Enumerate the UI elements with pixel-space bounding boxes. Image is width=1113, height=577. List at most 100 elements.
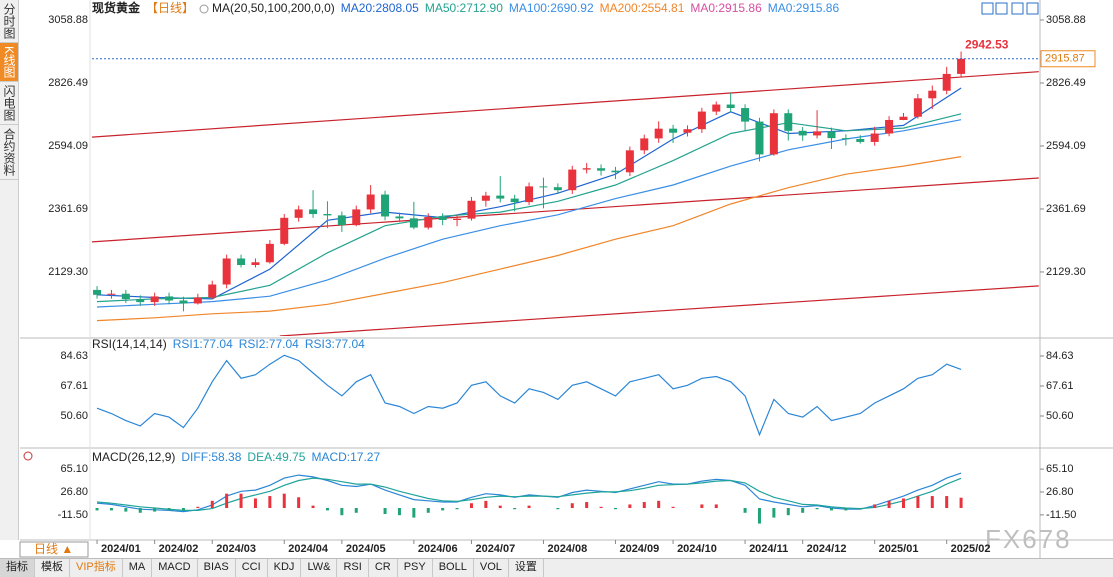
tab[interactable]: KDJ <box>268 559 302 577</box>
y-tick-label: 2129.30 <box>48 266 88 278</box>
toolbar-icons[interactable] <box>981 2 1039 15</box>
macd-bar <box>873 504 877 509</box>
candle-body <box>107 293 116 295</box>
macd-bar <box>700 504 704 509</box>
macd-bar <box>95 508 99 511</box>
legend-entry: MA200:2554.81 <box>600 1 685 15</box>
tab[interactable]: VOL <box>474 559 509 577</box>
candle-body <box>381 194 390 217</box>
x-tick-label: 2024/03 <box>216 543 256 555</box>
macd-bar <box>354 508 358 513</box>
macd-bar <box>124 508 128 512</box>
tab[interactable]: LW& <box>301 559 338 577</box>
macd-bar <box>253 498 257 509</box>
candle-body <box>323 214 332 216</box>
macd-bar <box>945 496 949 509</box>
candle-body <box>769 113 778 155</box>
tab[interactable]: 指标 <box>0 559 35 577</box>
tab[interactable]: MACD <box>152 559 198 577</box>
tab[interactable]: 设置 <box>509 559 544 577</box>
y-tick-label: 2361.69 <box>48 203 88 215</box>
macd-bar <box>801 508 805 513</box>
y-tick-label: 2594.09 <box>1046 140 1086 152</box>
tab[interactable]: PSY <box>398 559 433 577</box>
macd-bar <box>613 508 617 510</box>
legend-entry: RSI3:77.04 <box>305 337 365 351</box>
period[interactable]: 日线 ▲ <box>34 542 73 556</box>
macd-bar <box>570 503 574 509</box>
macd-bar <box>858 508 862 510</box>
chart: 日线 ▲ FX678 3058.88 3058.88 2826.49 2826.49 2… <box>18 0 1113 558</box>
tab[interactable]: RSI <box>337 559 369 577</box>
macd-bar <box>527 505 531 509</box>
candle-body <box>409 218 418 228</box>
sidebar-tab[interactable]: 闪电图 <box>0 82 18 126</box>
tab[interactable]: VIP指标 <box>70 559 123 577</box>
candle-body <box>597 168 606 171</box>
macd-bar <box>138 508 142 513</box>
candle-body <box>395 216 404 219</box>
candle-body <box>697 111 706 130</box>
y-tick-label: 65.10 <box>60 463 88 475</box>
tab[interactable]: BIAS <box>198 559 236 577</box>
legend-entry: DEA:49.75 <box>247 450 305 464</box>
macd-bar <box>599 506 603 509</box>
icon <box>199 4 209 14</box>
candle-body <box>568 169 577 191</box>
macd-bar <box>887 500 891 509</box>
candle-body <box>957 58 966 74</box>
x-tick-label: 2024/06 <box>418 543 458 555</box>
period-box[interactable] <box>19 541 89 558</box>
tab[interactable]: 模板 <box>35 559 70 577</box>
sidebar-tab[interactable]: 合约资料 <box>0 125 18 181</box>
candle-body <box>899 116 908 120</box>
candle-body <box>438 217 447 220</box>
candle-body <box>841 138 850 140</box>
macd-bar <box>916 496 920 509</box>
icon[interactable] <box>1011 2 1024 15</box>
x-tick-label: 2025/02 <box>951 543 991 555</box>
candle-body <box>481 195 490 201</box>
line <box>96 156 962 322</box>
macd-bar <box>714 504 718 509</box>
candle-body <box>309 209 318 215</box>
x-tick-label: 2024/07 <box>475 543 515 555</box>
legend-entry: MA0:2915.86 <box>768 1 840 15</box>
panel-subtitle: 【日线】 <box>146 1 194 15</box>
icon[interactable] <box>1026 2 1039 15</box>
candle-body <box>294 209 303 218</box>
macd-bar <box>657 500 661 509</box>
macd-bar <box>325 508 329 511</box>
tab[interactable]: CCI <box>236 559 268 577</box>
legend-entry: DIFF:58.38 <box>181 450 241 464</box>
icon[interactable] <box>995 2 1008 15</box>
x-tick-label: 2024/01 <box>101 543 141 555</box>
macd-bar <box>167 508 171 511</box>
macd-bar <box>426 508 430 513</box>
macd-bar <box>225 493 229 509</box>
tab-bar: 指标 模板 VIP指标 MA MACD BIAS CCI KDJ LW& RSI CR PSY BOLL… <box>0 558 1113 577</box>
sidebar-tab[interactable]: K线图 <box>0 43 18 83</box>
x-tick-label: 2024/11 <box>749 543 788 555</box>
candle-body <box>827 131 836 139</box>
macd-bar <box>901 498 905 509</box>
candle-body <box>179 300 188 304</box>
icon[interactable] <box>981 2 994 15</box>
candle-body <box>525 186 534 203</box>
macd-bar <box>412 508 416 518</box>
y-tick-label: 2361.69 <box>1046 203 1086 215</box>
macd-bar <box>815 508 819 510</box>
candle-body <box>510 198 519 203</box>
macd-bar <box>642 502 646 509</box>
candle-body <box>625 150 634 173</box>
candle-body <box>93 289 102 295</box>
tab[interactable]: BOLL <box>433 559 474 577</box>
sidebar-tab[interactable]: 分时图 <box>0 0 18 43</box>
y-tick-label: 50.60 <box>1046 410 1074 422</box>
tab[interactable]: MA <box>123 559 153 577</box>
tab[interactable]: CR <box>369 559 398 577</box>
candle-body <box>539 186 548 188</box>
macd-bar <box>297 497 301 509</box>
candle-body <box>726 104 735 109</box>
macd-bar <box>498 505 502 509</box>
